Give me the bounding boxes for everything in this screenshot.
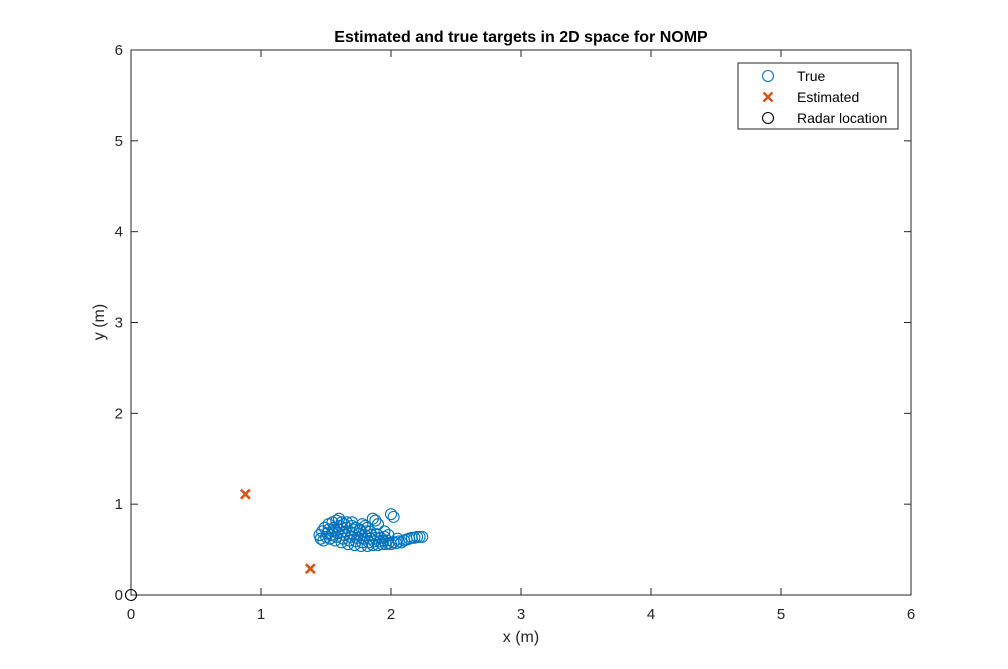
true-point — [378, 525, 391, 538]
chart-title: Estimated and true targets in 2D space f… — [334, 29, 708, 46]
y-tick-label: 1 — [115, 496, 123, 513]
x-tick-label: 1 — [257, 606, 265, 623]
true-point — [316, 525, 329, 538]
true-point — [390, 537, 403, 550]
legend-marker-0 — [761, 69, 775, 83]
estimated-point — [304, 563, 316, 575]
legend-label: True — [797, 68, 825, 84]
true-point — [410, 530, 424, 543]
true-point — [338, 518, 351, 531]
data-marks — [124, 488, 429, 602]
legend-marker-2 — [761, 111, 775, 125]
series-estimated — [239, 488, 316, 575]
legend-label: Radar location — [797, 110, 887, 126]
true-point — [413, 530, 426, 543]
true-point — [335, 516, 348, 529]
true-point — [416, 530, 429, 543]
radar-location-point — [124, 588, 138, 602]
true-point — [361, 521, 374, 534]
true-point — [384, 508, 398, 521]
x-tick-label: 6 — [907, 606, 915, 623]
true-point — [387, 510, 400, 523]
legend-box — [737, 62, 899, 130]
y-tick-label: 5 — [115, 133, 123, 150]
x-tick-label: 4 — [647, 606, 655, 623]
x-tick-label: 2 — [387, 606, 395, 623]
estimated-point — [239, 488, 251, 500]
y-tick-label: 2 — [115, 405, 123, 422]
y-tick-label: 4 — [115, 224, 123, 241]
true-point — [391, 532, 404, 545]
legend-label: Estimated — [797, 89, 859, 105]
legend: True Estimated Radar location — [737, 62, 899, 130]
x-tick-label: 0 — [127, 606, 135, 623]
true-point — [314, 532, 327, 545]
true-point — [318, 521, 331, 534]
legend-marker-1 — [762, 91, 774, 103]
plot-area — [130, 49, 912, 596]
x-axis-label: x (m) — [503, 629, 539, 646]
y-tick-label: 0 — [115, 587, 123, 604]
axis-ticks: 0 1 2 3 4 5 6 0 1 2 3 4 5 6 — [115, 42, 916, 623]
y-tick-label: 3 — [115, 315, 123, 332]
true-point — [369, 514, 382, 527]
true-point — [364, 525, 377, 538]
y-tick-label: 6 — [115, 42, 123, 59]
x-tick-label: 5 — [777, 606, 785, 623]
x-tick-label: 3 — [517, 606, 525, 623]
true-point — [345, 516, 359, 529]
true-point — [371, 518, 385, 531]
y-axis-label: y (m) — [91, 304, 108, 340]
series-true — [313, 508, 429, 553]
series-radar-location — [124, 588, 138, 602]
